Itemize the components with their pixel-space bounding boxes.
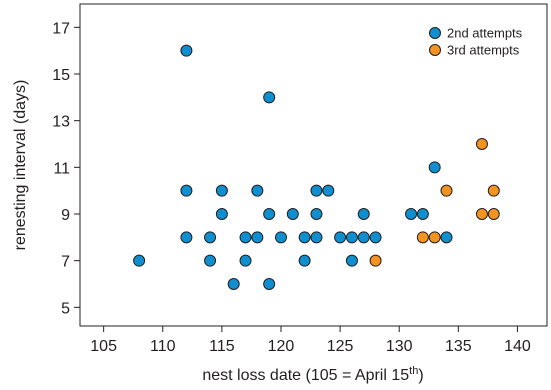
data-point-2nd-attempts-33 xyxy=(440,231,453,244)
data-point-3rd-attempts-0 xyxy=(369,254,382,267)
x-tick-label-115: 115 xyxy=(209,338,235,355)
y-axis-label: renesting interval (days) xyxy=(12,80,29,251)
data-point-2nd-attempts-24 xyxy=(334,231,347,244)
data-point-2nd-attempts-15 xyxy=(263,278,276,290)
data-point-2nd-attempts-29 xyxy=(369,231,382,244)
y-tick-label-11: 11 xyxy=(53,160,70,177)
x-tick-label-105: 105 xyxy=(90,338,117,355)
data-point-2nd-attempts-27 xyxy=(357,208,370,220)
data-point-2nd-attempts-12 xyxy=(251,231,264,244)
x-axis-label: nest loss date (105 = April 15th) xyxy=(202,365,423,384)
data-point-3rd-attempts-3 xyxy=(440,184,453,197)
data-point-3rd-attempts-1 xyxy=(416,231,429,244)
data-point-2nd-attempts-13 xyxy=(263,91,276,104)
data-point-3rd-attempts-6 xyxy=(487,184,500,197)
legend: 2nd attempts 3rd attempts xyxy=(429,26,523,58)
data-point-2nd-attempts-25 xyxy=(345,231,358,244)
legend-marker-2nd-attempts xyxy=(429,27,441,39)
data-point-2nd-attempts-28 xyxy=(357,231,370,244)
data-point-2nd-attempts-19 xyxy=(298,254,311,267)
data-point-3rd-attempts-5 xyxy=(475,208,488,220)
y-tick-label-7: 7 xyxy=(61,254,70,271)
data-point-2nd-attempts-32 xyxy=(428,161,441,174)
y-tick-label-5: 5 xyxy=(61,300,70,317)
data-point-2nd-attempts-0 xyxy=(133,254,146,267)
data-point-2nd-attempts-11 xyxy=(251,184,264,197)
legend-label-3rd-attempts: 3rd attempts xyxy=(447,43,520,58)
x-tick-label-130: 130 xyxy=(386,338,413,355)
data-point-2nd-attempts-10 xyxy=(239,254,252,267)
data-point-2nd-attempts-8 xyxy=(227,278,240,290)
data-point-2nd-attempts-17 xyxy=(286,208,299,220)
data-point-2nd-attempts-9 xyxy=(239,231,252,244)
data-point-3rd-attempts-7 xyxy=(487,208,500,220)
x-tick-label-110: 110 xyxy=(150,338,176,355)
data-point-2nd-attempts-16 xyxy=(274,231,287,244)
plot-frame xyxy=(79,3,548,327)
x-axis-label-main: nest loss date (105 = April 15 xyxy=(202,367,409,384)
data-point-2nd-attempts-5 xyxy=(204,254,217,267)
y-tick-label-15: 15 xyxy=(52,67,70,84)
data-point-2nd-attempts-21 xyxy=(310,208,323,220)
data-point-2nd-attempts-30 xyxy=(405,208,418,220)
data-point-3rd-attempts-4 xyxy=(475,138,488,150)
data-point-2nd-attempts-1 xyxy=(180,44,193,57)
y-axis-ticks: 5 7 9 11 13 15 17 xyxy=(52,20,80,317)
data-point-2nd-attempts-2 xyxy=(180,184,193,197)
data-point-2nd-attempts-31 xyxy=(416,208,429,220)
data-points xyxy=(133,44,500,290)
y-tick-label-17: 17 xyxy=(52,20,70,37)
x-tick-label-140: 140 xyxy=(504,338,531,355)
data-point-2nd-attempts-7 xyxy=(215,208,228,220)
legend-marker-3rd-attempts xyxy=(429,44,441,56)
y-tick-label-9: 9 xyxy=(61,207,70,224)
x-tick-label-125: 125 xyxy=(327,338,354,355)
data-point-2nd-attempts-4 xyxy=(204,231,217,244)
x-axis-ticks: 105 110 115 120 125 130 135 140 xyxy=(90,326,531,355)
data-point-2nd-attempts-23 xyxy=(322,184,335,197)
x-tick-label-120: 120 xyxy=(268,338,295,355)
x-tick-label-135: 135 xyxy=(445,338,472,355)
data-point-2nd-attempts-6 xyxy=(215,184,228,197)
y-tick-label-13: 13 xyxy=(52,114,70,131)
legend-label-2nd-attempts: 2nd attempts xyxy=(447,26,523,41)
data-point-2nd-attempts-18 xyxy=(298,231,311,244)
data-point-2nd-attempts-22 xyxy=(310,231,323,244)
data-point-2nd-attempts-3 xyxy=(180,231,193,244)
data-point-2nd-attempts-20 xyxy=(310,184,323,197)
data-point-2nd-attempts-26 xyxy=(345,254,358,267)
data-point-3rd-attempts-2 xyxy=(428,231,441,244)
data-point-2nd-attempts-14 xyxy=(263,208,276,220)
x-axis-label-end: ) xyxy=(418,367,423,384)
x-axis-label-superscript: th xyxy=(409,365,418,377)
